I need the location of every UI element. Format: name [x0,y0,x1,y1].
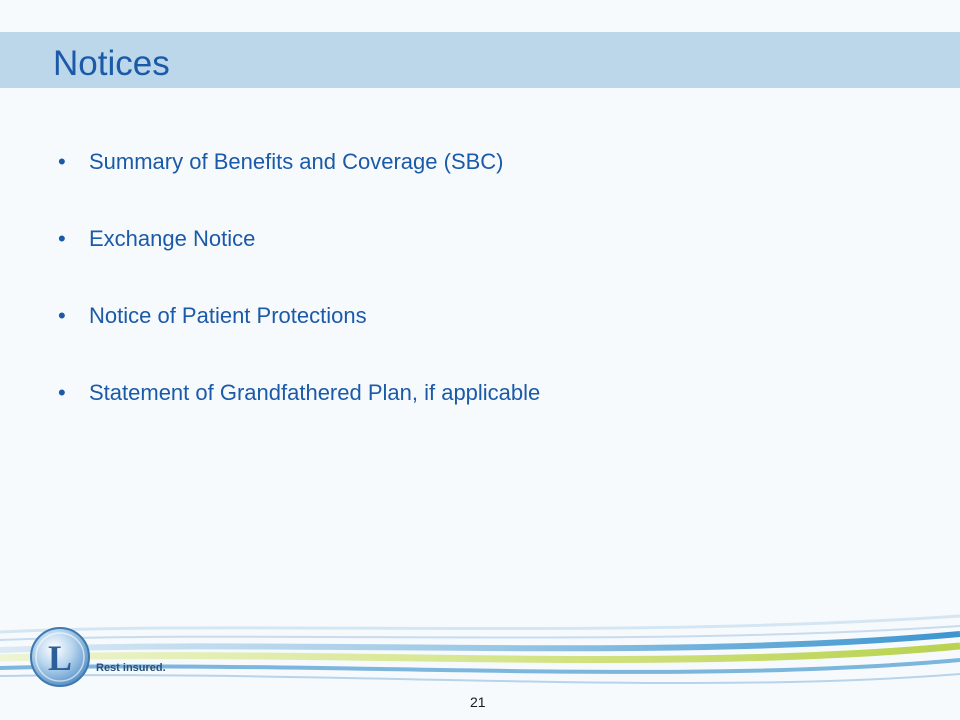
logo-letter-icon: L [48,638,72,678]
bullet-icon: • [58,149,66,174]
bullet-text: Exchange Notice [89,226,256,251]
logo-circle [30,627,90,687]
slide-title: Notices [53,44,170,83]
footer-swoosh: L [0,614,960,687]
bullet-text: Notice of Patient Protections [89,303,367,328]
bullet-icon: • [58,303,66,328]
bullet-icon: • [58,380,66,405]
tagline: Rest insured. [96,662,166,674]
swoosh-band-thin [0,673,960,685]
bullet-text: Statement of Grandfathered Plan, if appl… [89,380,541,405]
swoosh-band-blue-lower [0,658,960,674]
swoosh-band-green [0,642,960,663]
bullet-icon: • [58,226,66,251]
page-number: 21 [470,694,486,710]
title-bar [0,32,960,88]
swoosh-band-blue [0,631,960,653]
logo-ring [35,632,85,682]
bullet-text: Summary of Benefits and Coverage (SBC) [89,149,504,174]
swoosh-band-light [0,614,960,634]
swoosh-band-light [0,625,960,641]
